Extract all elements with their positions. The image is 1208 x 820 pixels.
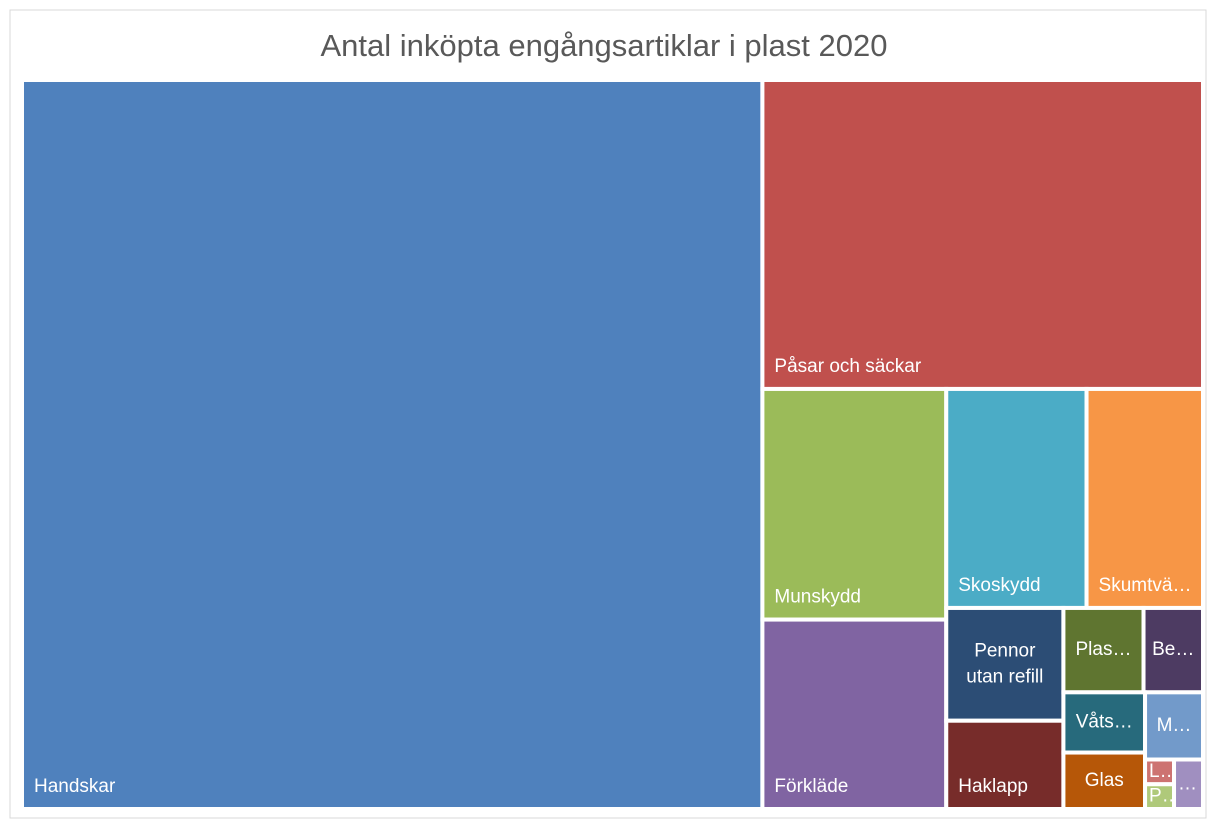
chart-title: Antal inköpta engångsartiklar i plast 20… bbox=[321, 28, 888, 63]
treemap-cell bbox=[20, 78, 765, 811]
treemap-cell bbox=[944, 605, 1066, 723]
treemap-cell bbox=[944, 718, 1066, 811]
cell-label: Munskydd bbox=[774, 587, 861, 608]
cell-label: Skoskydd bbox=[958, 575, 1040, 596]
treemap-cell bbox=[1061, 605, 1146, 695]
cell-label: Haklapp bbox=[958, 776, 1028, 797]
cell-label: Handskar bbox=[34, 776, 116, 797]
cell-label: Våts… bbox=[1076, 711, 1133, 732]
cell-label: Be… bbox=[1152, 639, 1194, 660]
cell-label: Förkläde bbox=[774, 776, 848, 797]
treemap-cell bbox=[760, 617, 949, 811]
treemap-cell bbox=[1084, 386, 1205, 610]
cell-label: Påsar och säckar bbox=[774, 356, 921, 377]
cell-label: Pennor utan refill bbox=[966, 640, 1043, 687]
cell-label: Plas… bbox=[1075, 639, 1131, 660]
treemap-cell bbox=[760, 78, 1205, 391]
treemap-cell bbox=[1061, 750, 1148, 811]
treemap-cell bbox=[1172, 757, 1205, 811]
cell-label: L… bbox=[1149, 761, 1179, 782]
treemap-cell bbox=[760, 386, 949, 622]
cell-label: Glas bbox=[1085, 770, 1124, 791]
cell-label: Skumtvä… bbox=[1099, 575, 1192, 596]
cell-label: M… bbox=[1157, 715, 1192, 736]
cell-label: … bbox=[1178, 773, 1197, 794]
